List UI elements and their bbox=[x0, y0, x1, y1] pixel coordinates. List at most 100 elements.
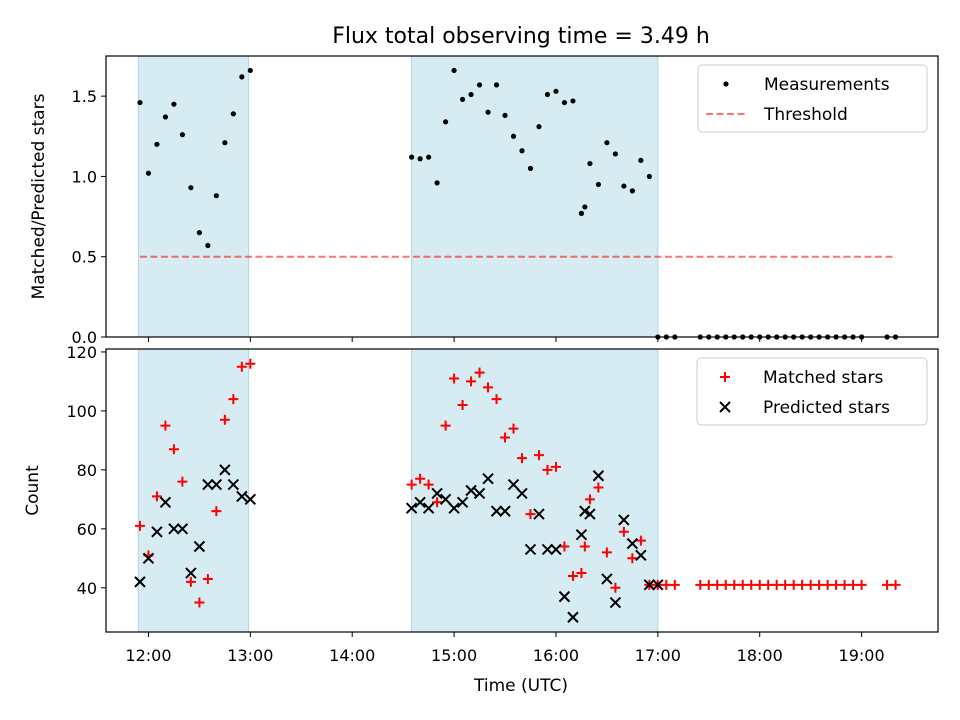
measurement-point bbox=[519, 148, 525, 154]
measurement-point bbox=[434, 180, 440, 186]
legend-box bbox=[697, 64, 928, 133]
predicted-point bbox=[516, 487, 528, 500]
matched-point bbox=[160, 420, 171, 431]
matched-point bbox=[559, 541, 570, 552]
matched-point bbox=[202, 573, 213, 584]
matched-point bbox=[491, 394, 502, 405]
measurement-point bbox=[451, 67, 457, 74]
x-tick-label: 16:00 bbox=[533, 646, 579, 665]
matched-point bbox=[746, 579, 757, 590]
predicted-point bbox=[643, 579, 656, 591]
matched-point bbox=[839, 579, 850, 590]
matched-point bbox=[584, 494, 595, 505]
matched-point bbox=[593, 482, 604, 493]
legend: Matched stars Predicted stars bbox=[696, 357, 928, 426]
predicted-point bbox=[601, 573, 613, 585]
y-tick-label: 80 bbox=[77, 461, 97, 480]
series-measurements bbox=[137, 67, 899, 340]
x-tick-label: 17:00 bbox=[635, 646, 681, 665]
y-tick-label: 40 bbox=[77, 579, 97, 598]
matched-point bbox=[550, 461, 561, 472]
measurement-point bbox=[468, 91, 474, 98]
predicted-point bbox=[533, 508, 545, 520]
matched-point bbox=[228, 394, 239, 405]
matched-point bbox=[185, 576, 196, 587]
series-predicted-stars bbox=[134, 464, 664, 623]
measurement-point bbox=[578, 210, 585, 216]
matched-point bbox=[729, 579, 740, 590]
legend-marker bbox=[719, 401, 731, 413]
measurement-point bbox=[527, 165, 534, 171]
matched-point bbox=[695, 579, 706, 590]
measurement-point bbox=[213, 193, 219, 199]
measurement-point bbox=[459, 96, 466, 102]
predicted-point bbox=[236, 490, 248, 503]
measurement-point bbox=[544, 91, 551, 98]
bottom-panel: 40 60 80 100 120 12:00 13:00 14:00 15:00 16:00 17:… bbox=[23, 343, 939, 665]
measurement-point bbox=[638, 157, 644, 163]
matched-point bbox=[542, 464, 553, 475]
predicted-point bbox=[618, 514, 630, 526]
measurement-point bbox=[510, 133, 517, 139]
measurement-point bbox=[621, 183, 627, 189]
predicted-point bbox=[142, 552, 155, 565]
predicted-point bbox=[550, 543, 562, 556]
measurement-point bbox=[442, 119, 449, 125]
matched-point bbox=[406, 479, 417, 490]
predicted-point bbox=[524, 543, 537, 556]
matched-point bbox=[134, 520, 145, 531]
measurement-point bbox=[417, 156, 423, 162]
matched-point bbox=[627, 553, 638, 564]
predicted-point bbox=[482, 473, 494, 485]
measurement-point bbox=[536, 124, 542, 130]
measurement-point bbox=[629, 188, 635, 194]
x-tick-label: 13:00 bbox=[227, 646, 273, 665]
legend-marker bbox=[723, 81, 729, 87]
legend-label: Predicted stars bbox=[763, 398, 890, 418]
matched-point bbox=[466, 376, 477, 387]
matched-point bbox=[533, 450, 544, 461]
observing-interval-1 bbox=[137, 55, 250, 338]
matched-point bbox=[720, 579, 731, 590]
observing-interval-2 bbox=[411, 348, 659, 633]
matched-point bbox=[500, 432, 511, 443]
matched-point bbox=[848, 579, 859, 590]
predicted-point bbox=[558, 590, 571, 603]
measurement-point bbox=[604, 140, 610, 146]
matched-point bbox=[610, 582, 621, 593]
measurement-point bbox=[485, 109, 491, 115]
observing-interval-1 bbox=[137, 348, 250, 633]
matched-point bbox=[415, 473, 426, 484]
measurement-point bbox=[587, 160, 593, 167]
predicted-point bbox=[507, 478, 520, 491]
predicted-point bbox=[635, 549, 647, 562]
matched-point bbox=[508, 423, 519, 434]
measurement-point bbox=[205, 242, 211, 249]
predicted-point bbox=[473, 487, 486, 500]
measurement-point bbox=[502, 112, 508, 119]
measurement-point bbox=[137, 99, 143, 106]
matched-point bbox=[618, 526, 629, 537]
matched-point bbox=[635, 535, 646, 546]
predicted-point bbox=[465, 484, 477, 497]
matched-point bbox=[211, 506, 222, 517]
x-tick-label: 12:00 bbox=[125, 646, 171, 665]
measurement-point bbox=[476, 82, 483, 88]
y-tick-label: 1.0 bbox=[72, 167, 97, 186]
predicted-point bbox=[414, 496, 426, 508]
predicted-point bbox=[431, 487, 443, 500]
y-tick-label: 120 bbox=[66, 343, 97, 362]
matched-point bbox=[661, 579, 672, 590]
y-axis-label: Matched/Predicted stars bbox=[29, 93, 49, 299]
measurement-point bbox=[612, 151, 618, 157]
predicted-point bbox=[584, 508, 596, 520]
matched-point bbox=[576, 568, 587, 579]
matched-point bbox=[474, 367, 485, 378]
predicted-point bbox=[210, 478, 223, 491]
measurement-point bbox=[154, 141, 160, 147]
x-tick-label: 18:00 bbox=[737, 646, 783, 665]
predicted-point bbox=[456, 496, 469, 508]
matched-point bbox=[822, 579, 833, 590]
predicted-point bbox=[227, 478, 240, 491]
matched-point bbox=[890, 579, 901, 590]
